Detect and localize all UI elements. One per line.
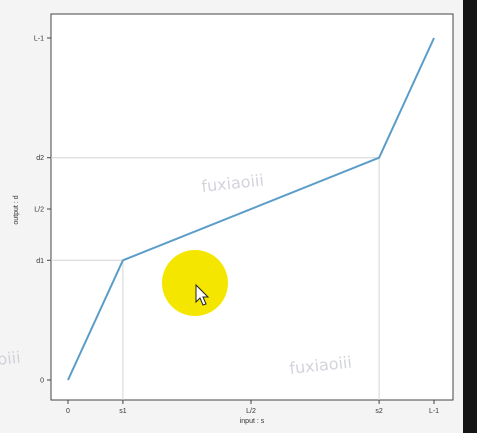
guide-lines: [51, 157, 380, 400]
x-tick-label-2: L/2: [246, 408, 256, 415]
series-layer: [67, 37, 435, 381]
plot-area: [50, 13, 454, 401]
watermark-3: oiii: [0, 348, 21, 369]
y-tick-label-2: L/2: [34, 207, 44, 214]
x-tick-label-4: L-1: [429, 408, 439, 415]
x-tick-label-1: s1: [119, 408, 127, 415]
y-tick-label-1: d1: [36, 258, 44, 265]
x-axis: 0 s1 L/2 s2 L-1: [66, 400, 439, 415]
y-tick-label-4: L-1: [34, 36, 44, 43]
series-line-0: [67, 37, 435, 381]
y-axis-label: output : d: [13, 195, 20, 224]
y-axis: 0 d1 L/2 d2 L-1: [34, 36, 51, 385]
x-axis-label: input : s: [240, 418, 265, 425]
x-tick-label-3: s2: [375, 408, 383, 415]
player-edge: [463, 0, 477, 433]
y-tick-label-3: d2: [36, 155, 44, 162]
x-tick-label-0: 0: [66, 408, 70, 415]
y-tick-label-0: 0: [40, 378, 44, 385]
mouse-pointer-icon: [195, 283, 210, 306]
cursor-highlight: [162, 250, 228, 316]
